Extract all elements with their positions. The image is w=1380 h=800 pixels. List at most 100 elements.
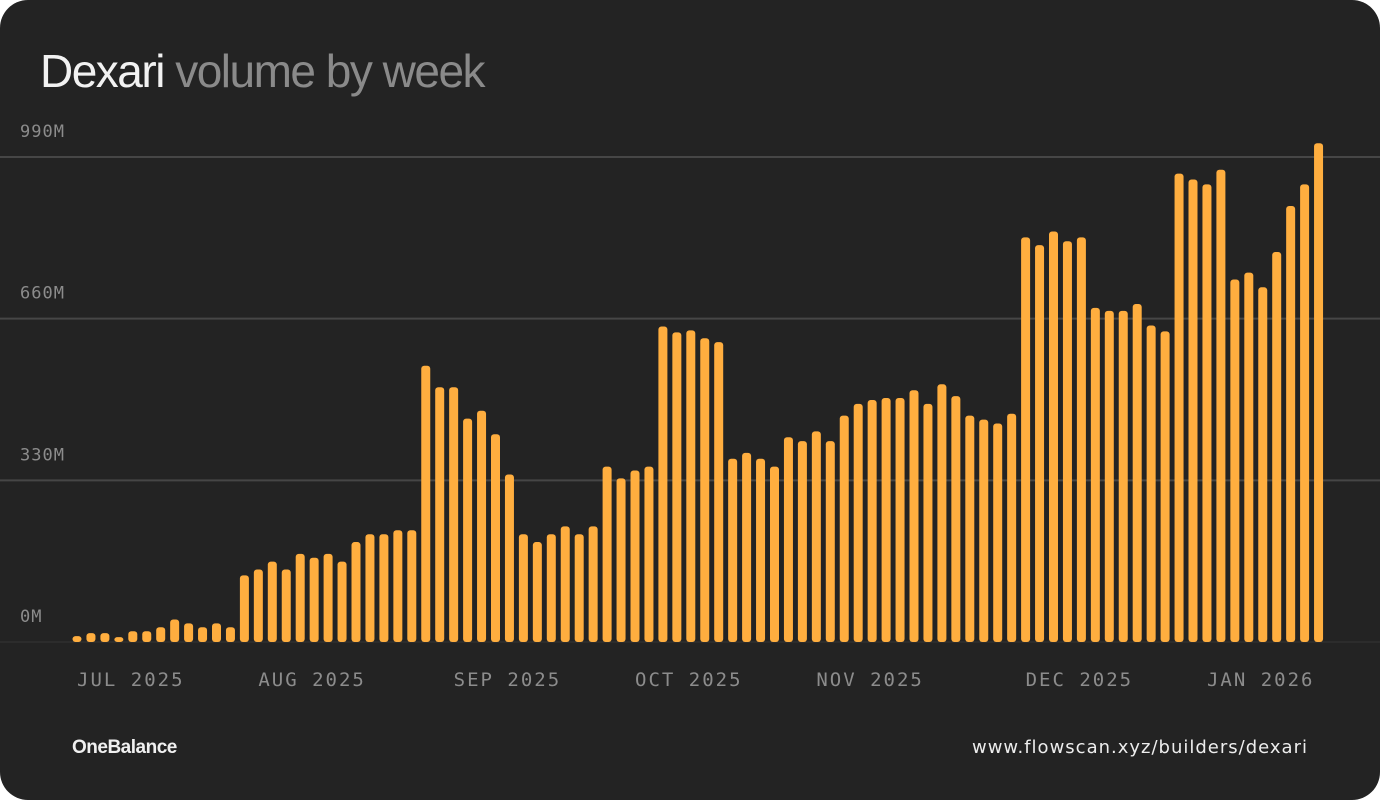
- bar: [491, 434, 500, 642]
- bar: [1160, 331, 1170, 642]
- bar: [463, 418, 473, 642]
- bar: [728, 458, 738, 642]
- x-tick-label: DEC 2025: [1026, 669, 1134, 691]
- bar: [170, 619, 180, 642]
- bar: [1035, 245, 1045, 642]
- bar: [825, 441, 835, 642]
- y-tick-label: 0M: [20, 607, 42, 627]
- bars: [72, 143, 1324, 643]
- bar: [295, 553, 305, 642]
- bar: [156, 627, 166, 642]
- chart-title-rest: volume by week: [175, 45, 485, 97]
- bar: [184, 623, 194, 642]
- bar: [128, 631, 138, 642]
- bar: [895, 398, 905, 642]
- bar: [1021, 237, 1031, 642]
- bar: [281, 569, 291, 642]
- bar: [239, 575, 249, 642]
- bar: [114, 637, 124, 642]
- bar: [811, 431, 821, 642]
- bar: [1062, 241, 1072, 642]
- bar: [1244, 272, 1254, 642]
- bar: [1202, 184, 1212, 642]
- bar: [1007, 413, 1017, 642]
- bar: [1300, 184, 1310, 642]
- bar: [630, 470, 640, 642]
- bar: [839, 415, 849, 642]
- bar: [951, 396, 961, 642]
- bar: [993, 423, 1003, 642]
- bar: [1118, 310, 1128, 642]
- bar: [1188, 179, 1198, 643]
- bar: [546, 534, 556, 642]
- x-tick-label: JUL 2025: [77, 669, 185, 691]
- source-url: www.flowscan.xyz/builders/dexari: [971, 737, 1308, 758]
- bar: [504, 474, 514, 642]
- y-tick-label: 660M: [20, 284, 65, 304]
- y-tick-label: 330M: [20, 445, 65, 465]
- bar: [1132, 303, 1142, 642]
- bar: [658, 326, 668, 642]
- bar: [797, 441, 807, 642]
- bar: [198, 627, 208, 642]
- bar: [393, 530, 403, 642]
- bar: [142, 631, 152, 642]
- bar: [72, 636, 82, 642]
- bar: [365, 534, 375, 642]
- x-tick-label: AUG 2025: [258, 669, 366, 691]
- bar: [225, 627, 235, 642]
- bar: [1216, 169, 1226, 643]
- bar: [435, 387, 445, 642]
- bar: [1146, 325, 1156, 642]
- bar: [1090, 307, 1100, 642]
- bar: [421, 365, 431, 642]
- bar: [518, 534, 528, 642]
- bar: [1049, 231, 1058, 642]
- chart-title-name: Dexari: [40, 45, 165, 97]
- bar: [1104, 310, 1114, 642]
- bar: [477, 410, 487, 642]
- bar: [86, 633, 96, 642]
- bar: [560, 526, 570, 642]
- bar: [588, 526, 598, 642]
- bar: [1314, 143, 1324, 642]
- bar: [867, 399, 877, 642]
- bar: [602, 466, 612, 642]
- bar: [644, 466, 654, 642]
- bar: [770, 466, 779, 642]
- bar: [1076, 237, 1086, 642]
- bar: [1230, 279, 1240, 642]
- bar: [686, 330, 696, 642]
- bar: [267, 561, 277, 642]
- bar: [979, 419, 989, 642]
- bar: [672, 332, 682, 642]
- bar: [323, 553, 333, 642]
- bar: [700, 338, 710, 642]
- x-tick-label: NOV 2025: [816, 669, 924, 691]
- bar: [379, 534, 389, 642]
- bar: [449, 387, 459, 642]
- chart-title: Dexari volume by week: [40, 44, 486, 98]
- bar: [881, 398, 891, 642]
- bar: [1174, 173, 1184, 642]
- bar: [965, 415, 975, 642]
- bar: [756, 458, 766, 642]
- bar: [909, 390, 919, 642]
- bar: [783, 437, 793, 642]
- bar: [337, 561, 347, 642]
- x-axis-ticks: JUL 2025 AUG 2025 SEP 2025 OCT 2025 NOV 2025…: [77, 669, 1312, 691]
- brand-logo: OneBalance: [72, 737, 177, 758]
- bar: [742, 452, 752, 642]
- x-tick-label: SEP 2025: [454, 669, 562, 691]
- bar: [714, 342, 724, 642]
- bar: [1272, 252, 1282, 643]
- bar: [532, 542, 542, 642]
- y-tick-label: 990M: [20, 122, 65, 142]
- bar: [351, 542, 361, 642]
- y-axis-ticks: 0M 330M 660M 990M: [20, 122, 65, 627]
- bar: [616, 478, 626, 642]
- bar: [574, 534, 584, 642]
- x-tick-label: OCT 2025: [635, 669, 743, 691]
